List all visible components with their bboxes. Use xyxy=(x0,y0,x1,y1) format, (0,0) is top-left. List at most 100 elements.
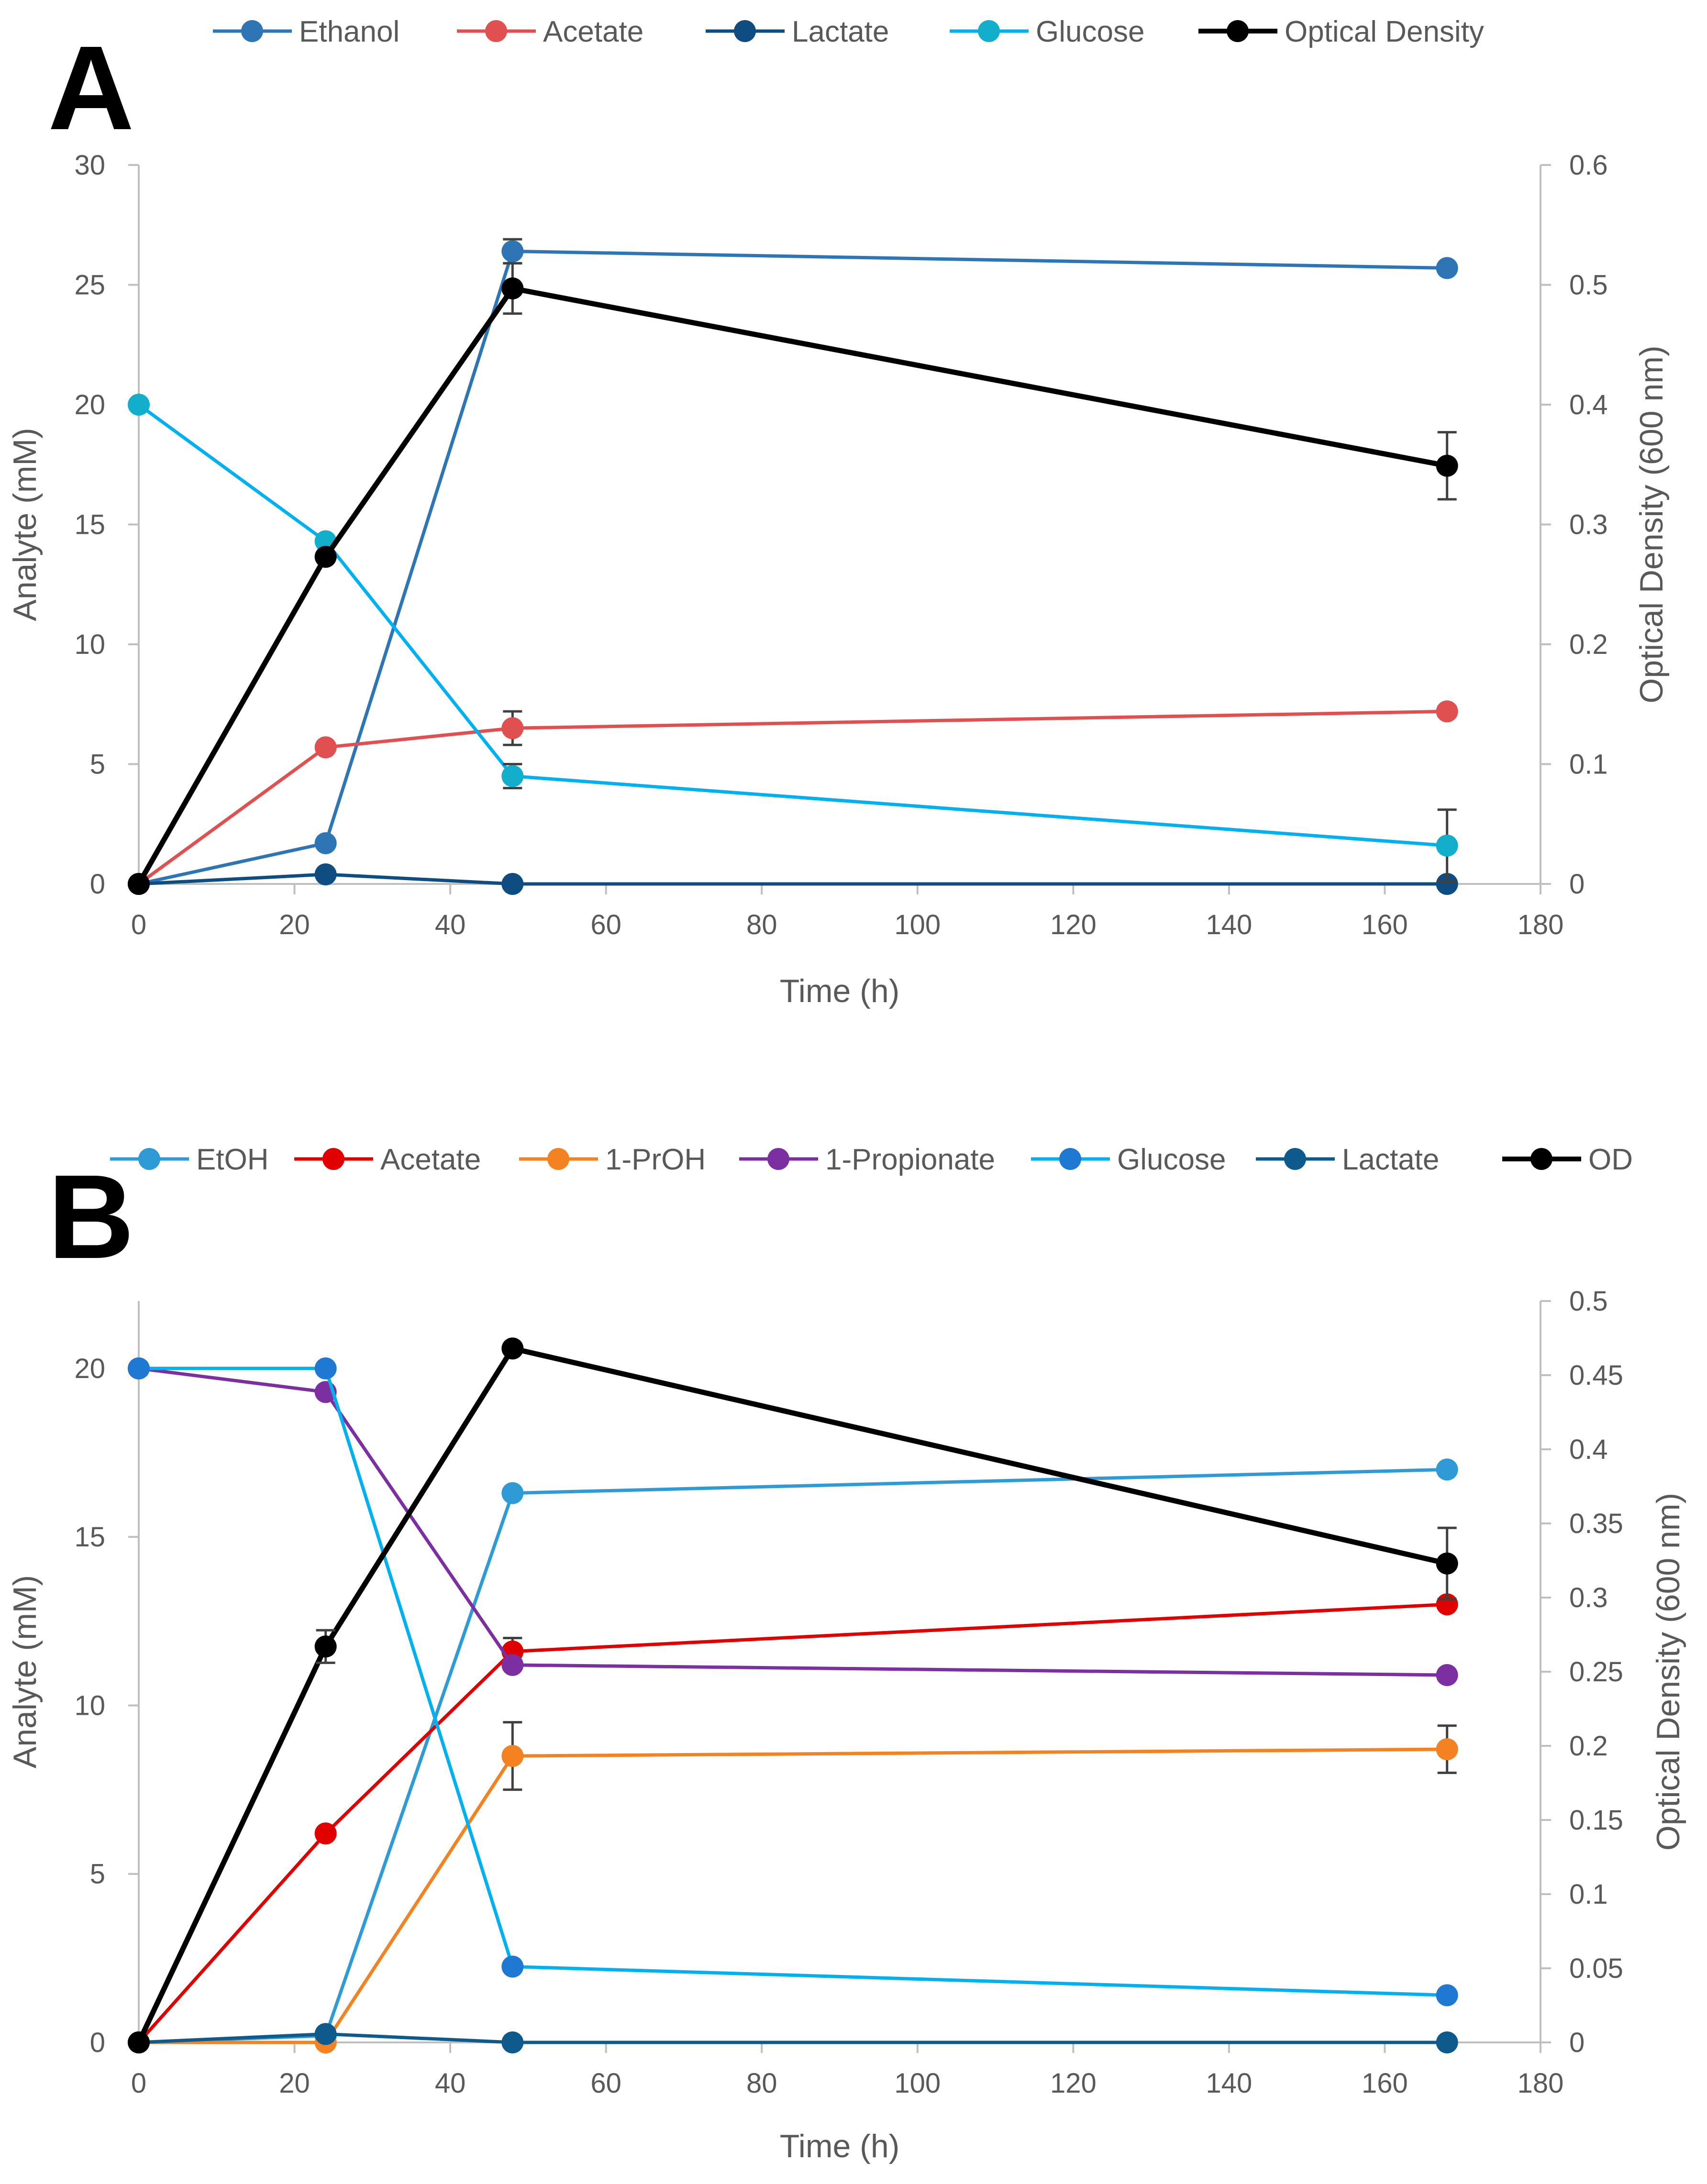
data-point xyxy=(128,394,150,416)
y-tick-label: 0 xyxy=(90,869,105,900)
y-tick-label: 15 xyxy=(74,509,105,540)
y2-tick-label: 0.3 xyxy=(1569,509,1608,540)
y2-tick-label: 0.4 xyxy=(1569,389,1608,420)
y2-tick-label: 0.5 xyxy=(1569,270,1608,301)
data-point xyxy=(501,717,524,739)
series-line xyxy=(136,286,1448,885)
series-etoh xyxy=(128,1458,1458,2053)
y-tick-label: 0 xyxy=(90,2027,105,2058)
data-point xyxy=(1436,454,1458,477)
series-line xyxy=(139,1367,1447,1997)
legend-item: EtOH xyxy=(110,1143,269,1176)
legend: Ethanol Acetate Lactate Glucose Optical Dens… xyxy=(213,15,1484,48)
data-point xyxy=(501,873,524,895)
y2-axis-title: Optical Density (600 nm) xyxy=(1633,345,1670,703)
legend-label: Acetate xyxy=(380,1143,481,1176)
data-point xyxy=(1436,1552,1458,1575)
y2-tick-label: 0.15 xyxy=(1569,1805,1623,1836)
panel-letter: A xyxy=(48,21,134,154)
y-tick-label: 10 xyxy=(74,1690,105,1721)
series-line xyxy=(137,709,1447,885)
data-point xyxy=(314,832,337,854)
series-line xyxy=(137,403,1447,848)
data-point xyxy=(1436,2031,1458,2053)
legend-item: Acetate xyxy=(294,1143,481,1176)
legend-marker xyxy=(1227,20,1249,42)
y-tick-label: 20 xyxy=(74,389,105,420)
data-point xyxy=(314,546,337,568)
legend-item: Lactate xyxy=(706,15,889,48)
y2-tick-label: 0.35 xyxy=(1569,1508,1623,1539)
y-tick-label: 5 xyxy=(90,1859,105,1890)
legend-marker xyxy=(138,1148,160,1170)
data-point xyxy=(501,2031,524,2053)
series-1-proh xyxy=(128,1721,1458,2053)
data-point xyxy=(314,736,337,759)
x-tick-label: 60 xyxy=(590,909,621,940)
data-point xyxy=(1436,700,1458,723)
y2-tick-label: 0.1 xyxy=(1569,1879,1608,1910)
y2-tick-label: 0.6 xyxy=(1569,150,1608,181)
x-tick-label: 100 xyxy=(894,2068,941,2099)
legend-label: Lactate xyxy=(792,15,889,48)
series-line xyxy=(139,1747,1447,2044)
series-lactate xyxy=(128,863,1458,895)
x-tick-label: 40 xyxy=(435,909,466,940)
y2-tick-label: 0.2 xyxy=(1569,1731,1608,1762)
x-tick-label: 140 xyxy=(1206,909,1252,940)
legend-marker xyxy=(322,1148,344,1170)
legend-item: Acetate xyxy=(457,15,643,48)
data-point xyxy=(501,1654,524,1676)
y2-tick-label: 0.1 xyxy=(1569,749,1608,780)
legend-label: Ethanol xyxy=(299,15,399,48)
data-point xyxy=(501,1955,524,1978)
legend-label: Glucose xyxy=(1036,15,1144,48)
x-tick-label: 180 xyxy=(1518,909,1564,940)
y2-tick-label: 0.5 xyxy=(1569,1286,1608,1317)
data-point xyxy=(314,1357,337,1379)
legend-marker xyxy=(1530,1148,1552,1170)
legend-label: Acetate xyxy=(543,15,643,48)
legend-marker xyxy=(767,1148,789,1170)
x-tick-label: 20 xyxy=(279,909,310,940)
y2-tick-label: 0.05 xyxy=(1569,1953,1623,1984)
data-point xyxy=(501,1745,524,1767)
series-line xyxy=(138,2032,1447,2044)
legend-marker xyxy=(1059,1148,1081,1170)
series-line xyxy=(138,1367,1447,1677)
legend-marker xyxy=(547,1148,569,1170)
legend-marker xyxy=(1284,1148,1306,1170)
y2-tick-label: 0.45 xyxy=(1569,1360,1623,1391)
data-point xyxy=(1436,834,1458,857)
legend-item: Ethanol xyxy=(213,15,399,48)
legend-marker xyxy=(241,20,263,42)
legend-item: 1-Propionate xyxy=(739,1143,995,1176)
legend-item: Optical Density xyxy=(1198,15,1484,48)
legend-item: Glucose xyxy=(950,15,1144,48)
y2-tick-label: 0.3 xyxy=(1569,1582,1608,1613)
series-od xyxy=(128,1337,1458,2053)
x-tick-label: 20 xyxy=(279,2068,310,2099)
y-axis-title: Analyte (mM) xyxy=(7,1575,43,1768)
y2-tick-label: 0.4 xyxy=(1569,1434,1608,1465)
data-point xyxy=(314,1635,337,1658)
x-axis-title: Time (h) xyxy=(780,2128,900,2164)
legend-label: Lactate xyxy=(1342,1143,1439,1176)
data-point xyxy=(314,863,337,885)
x-tick-label: 160 xyxy=(1362,2068,1408,2099)
y2-tick-label: 0.2 xyxy=(1569,629,1608,660)
legend-label: 1-PrOH xyxy=(605,1143,706,1176)
data-point xyxy=(314,2023,337,2045)
y2-axis-title: Optical Density (600 nm) xyxy=(1650,1493,1686,1851)
data-point xyxy=(501,277,524,300)
legend-label: 1-Propionate xyxy=(825,1143,995,1176)
x-axis-title: Time (h) xyxy=(780,973,900,1009)
series-glucose xyxy=(128,1357,1458,2007)
data-point xyxy=(1436,1984,1458,2007)
x-tick-label: 40 xyxy=(435,2068,466,2099)
data-point xyxy=(128,873,150,895)
legend: EtOH Acetate 1-PrOH 1-Propionate Glucose Lact… xyxy=(110,1143,1633,1176)
y-tick-label: 25 xyxy=(74,270,105,301)
x-tick-label: 100 xyxy=(894,909,941,940)
